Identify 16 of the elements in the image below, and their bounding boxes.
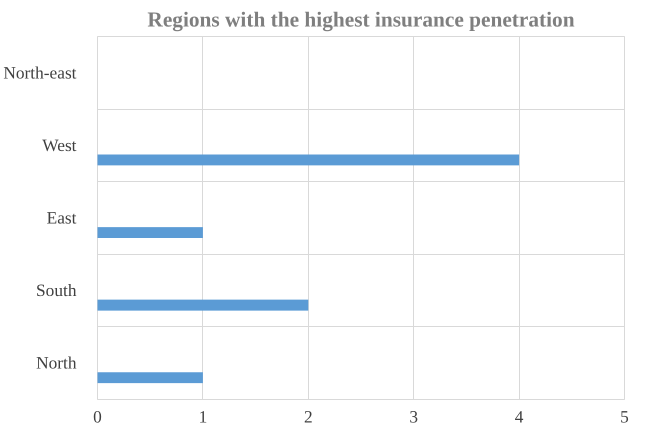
bar bbox=[98, 227, 203, 238]
y-tick-label: South bbox=[36, 281, 77, 300]
y-tick-label: North-east bbox=[3, 63, 77, 82]
x-tick-label: 3 bbox=[409, 408, 418, 426]
y-tick-label: East bbox=[46, 208, 77, 228]
x-tick-label: 4 bbox=[514, 408, 524, 426]
x-tick-label: 5 bbox=[620, 408, 629, 426]
bar bbox=[98, 300, 308, 311]
x-tick-label: 0 bbox=[93, 408, 102, 426]
y-tick-label: North bbox=[36, 354, 77, 373]
x-tick-label: 1 bbox=[198, 408, 208, 426]
bar bbox=[98, 154, 520, 166]
y-tick-label: West bbox=[42, 136, 77, 155]
bar bbox=[98, 372, 203, 384]
chart-title: Regions with the highest insurance penetration bbox=[147, 8, 575, 32]
x-tick-label: 2 bbox=[304, 408, 313, 426]
